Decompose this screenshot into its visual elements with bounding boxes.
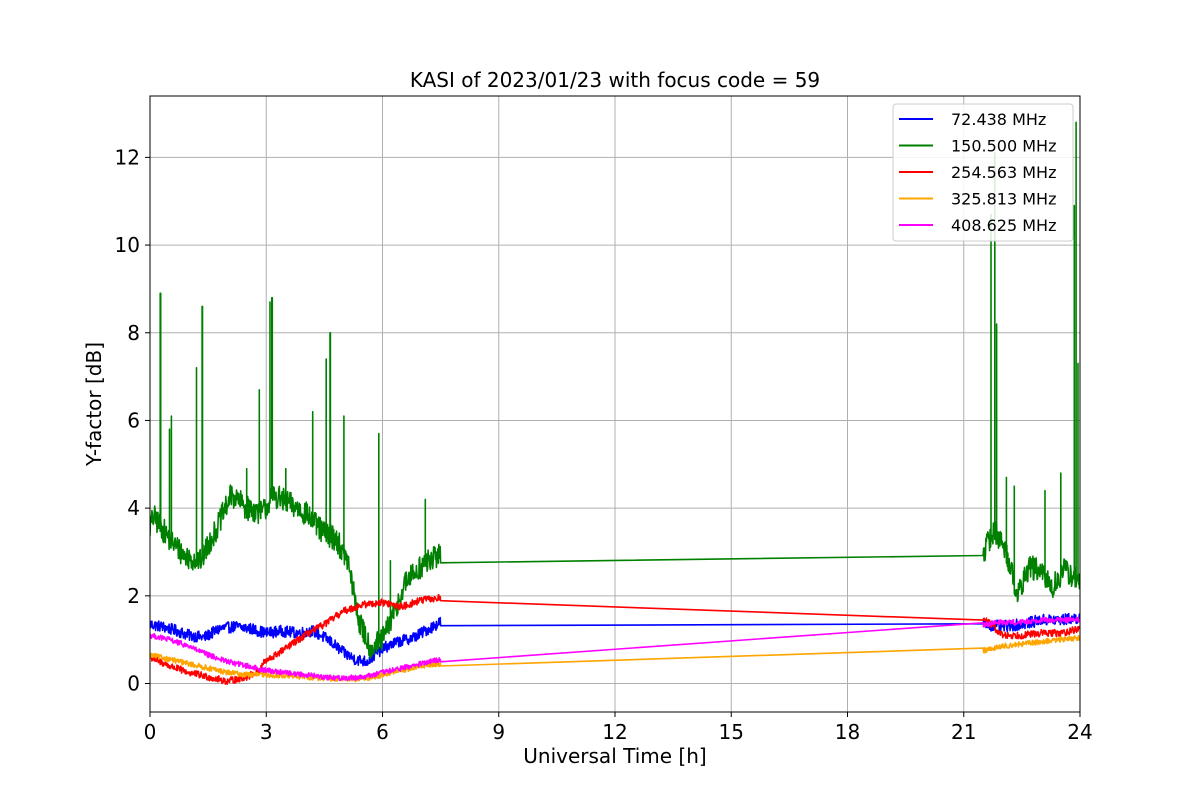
x-tick-label: 12 xyxy=(602,720,627,744)
x-tick-label: 21 xyxy=(951,720,976,744)
y-tick-label: 4 xyxy=(127,496,140,520)
legend-label: 325.813 MHz xyxy=(951,190,1056,209)
legend-label: 408.625 MHz xyxy=(951,216,1056,235)
series-line-2 xyxy=(150,594,1080,686)
plot-area xyxy=(150,121,1080,686)
chart-title: KASI of 2023/01/23 with focus code = 59 xyxy=(410,68,820,92)
legend-label: 72.438 MHz xyxy=(951,110,1046,129)
x-tick-label: 6 xyxy=(376,720,389,744)
x-tick-label: 0 xyxy=(144,720,157,744)
y-tick-label: 10 xyxy=(115,233,140,257)
x-axis-label: Universal Time [h] xyxy=(523,744,706,768)
y-tick-label: 6 xyxy=(127,408,140,432)
y-tick-label: 8 xyxy=(127,321,140,345)
legend-label: 150.500 MHz xyxy=(951,137,1056,156)
x-tick-label: 24 xyxy=(1067,720,1092,744)
y-axis-label: Y-factor [dB] xyxy=(82,342,106,467)
x-tick-label: 18 xyxy=(835,720,860,744)
y-tick-label: 0 xyxy=(127,672,140,696)
x-tick-label: 3 xyxy=(260,720,273,744)
legend-label: 254.563 MHz xyxy=(951,163,1056,182)
series-line-1 xyxy=(150,121,1080,659)
series-line-0 xyxy=(150,612,1080,667)
legend-box xyxy=(892,103,1074,242)
x-tick-label: 9 xyxy=(492,720,505,744)
series-line-4 xyxy=(150,616,1080,682)
x-tick-label: 15 xyxy=(719,720,744,744)
legend: 72.438 MHz 150.500 MHz 254.563 MHz 325.813 … xyxy=(892,103,1074,242)
y-tick-label: 2 xyxy=(127,584,140,608)
y-tick-label: 12 xyxy=(115,145,140,169)
